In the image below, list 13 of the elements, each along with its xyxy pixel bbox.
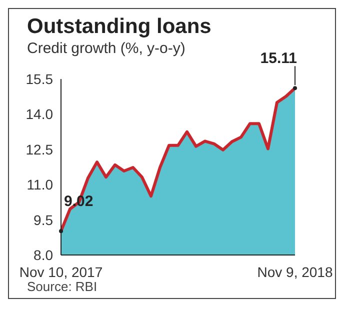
y-tick-label: 12.5	[26, 141, 54, 158]
x-tick-label: Nov 9, 2018	[257, 264, 333, 280]
data-label: 15.11	[260, 50, 297, 68]
y-tick-label: 8.0	[34, 246, 54, 263]
chart-subtitle: Credit growth (%, y-o-y)	[27, 40, 186, 57]
y-tick-label: 11.0	[26, 176, 54, 193]
y-tick-label: 15.5	[26, 70, 54, 87]
x-tick-label: Nov 10, 2017	[19, 264, 103, 280]
source-note: Source: RBI	[26, 279, 98, 294]
chart-title: Outstanding loans	[26, 15, 212, 39]
data-label: 9.02	[64, 193, 94, 210]
y-tick-label: 14.0	[26, 106, 54, 122]
y-tick-label: 9.5	[34, 212, 54, 228]
